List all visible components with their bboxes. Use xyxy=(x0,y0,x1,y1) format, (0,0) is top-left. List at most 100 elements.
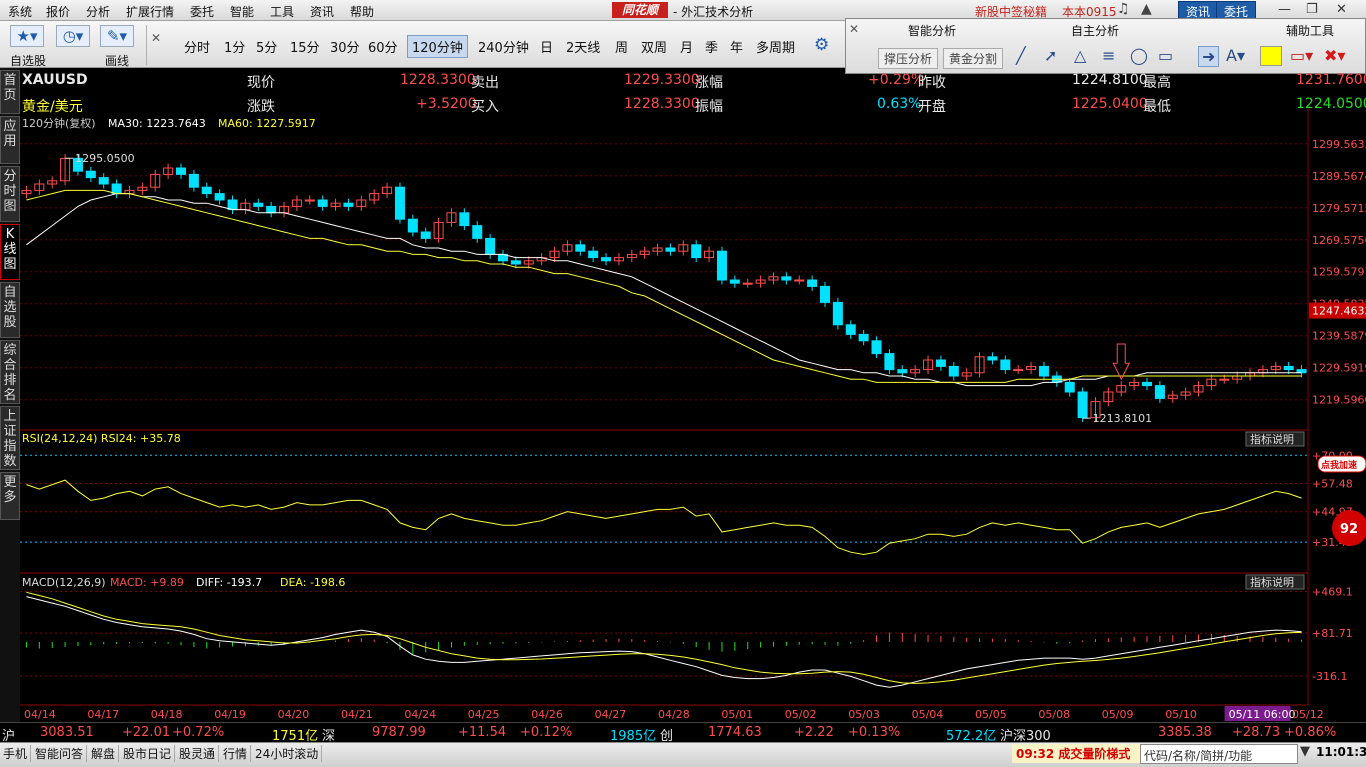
candle-body[interactable] xyxy=(601,257,612,262)
candle-body[interactable] xyxy=(1270,365,1281,371)
skin-icon[interactable]: ▲ xyxy=(1141,1,1152,17)
candle-body[interactable] xyxy=(420,231,431,239)
period-60min[interactable]: 60分 xyxy=(368,41,398,56)
candle-body[interactable] xyxy=(897,369,908,374)
candle-body[interactable] xyxy=(704,250,715,259)
bottom-24h[interactable]: 24小时滚动 xyxy=(252,745,323,762)
clock-icon[interactable]: ◷▾ xyxy=(56,25,90,47)
candle-body[interactable] xyxy=(1090,401,1101,419)
candle-body[interactable] xyxy=(1193,385,1204,393)
line-tool-icon[interactable]: ╱ xyxy=(1016,46,1026,65)
candle-body[interactable] xyxy=(1154,385,1165,399)
trade-button[interactable]: 委托 xyxy=(1216,1,1257,19)
macd-help-label[interactable]: 指标说明 xyxy=(1250,575,1294,589)
candle-body[interactable] xyxy=(47,180,58,185)
candle-body[interactable] xyxy=(665,247,676,252)
candle-body[interactable] xyxy=(1219,378,1230,381)
tab-kline[interactable]: K线图 xyxy=(0,224,20,280)
search-input[interactable]: 代码/名称/简拼/功能 xyxy=(1140,744,1298,764)
golden-section-button[interactable]: 黄金分割 xyxy=(943,48,1004,69)
news-ticker[interactable]: 09:32 成交量阶梯式 xyxy=(1012,744,1140,763)
candle-body[interactable] xyxy=(85,170,96,179)
candle-body[interactable] xyxy=(845,324,856,335)
candle-body[interactable] xyxy=(768,276,779,281)
channel-tool-icon[interactable]: ≡ xyxy=(1102,46,1116,65)
aux-tools-header[interactable]: 辅助工具 xyxy=(1286,24,1335,38)
candle-body[interactable] xyxy=(562,244,573,252)
period-5min[interactable]: 5分 xyxy=(256,41,278,56)
candle-body[interactable] xyxy=(111,183,122,195)
pen-icon[interactable]: ✎▾ xyxy=(100,25,134,47)
candle-body[interactable] xyxy=(304,199,315,202)
candle-body[interactable] xyxy=(291,199,302,207)
period-30min[interactable]: 30分 xyxy=(330,41,360,56)
candle-body[interactable] xyxy=(214,193,225,201)
candle-body[interactable] xyxy=(163,167,174,175)
candle-body[interactable] xyxy=(742,282,753,285)
candle-body[interactable] xyxy=(1206,378,1217,387)
tab-home[interactable]: 首页 xyxy=(0,70,20,114)
self-analysis-header[interactable]: 自主分析 xyxy=(1071,24,1120,38)
candle-body[interactable] xyxy=(330,202,341,207)
candle-body[interactable] xyxy=(382,186,393,195)
macd-help-button[interactable] xyxy=(1245,574,1305,590)
current-price-tag[interactable] xyxy=(1309,302,1366,319)
candle-body[interactable] xyxy=(175,167,187,175)
candle-body[interactable] xyxy=(832,301,843,326)
period-240min[interactable]: 240分钟 xyxy=(478,41,529,56)
candle-body[interactable] xyxy=(523,260,534,265)
candle-body[interactable] xyxy=(588,250,599,259)
period-month[interactable]: 月 xyxy=(680,41,694,56)
candle-body[interactable] xyxy=(1141,381,1153,387)
tab-sh-index[interactable]: 上证指数 xyxy=(0,406,20,470)
candle-body[interactable] xyxy=(34,183,45,191)
candle-body[interactable] xyxy=(639,250,650,255)
menu-smart[interactable]: 智能 xyxy=(230,5,255,19)
kline-chart[interactable]: 1295.0500 1213.8101 1299.5633 1289.5674 127… xyxy=(20,68,1366,722)
menu-system[interactable]: 系统 xyxy=(8,5,33,19)
candle-body[interactable] xyxy=(407,218,418,233)
color-swatch[interactable] xyxy=(1260,46,1282,66)
candle-body[interactable] xyxy=(794,279,805,282)
candle-body[interactable] xyxy=(1000,359,1011,371)
candle-body[interactable] xyxy=(1077,391,1088,419)
bottom-market[interactable]: 行情 xyxy=(220,745,252,762)
period-week[interactable]: 周 xyxy=(615,41,629,56)
menu-trade[interactable]: 委托 xyxy=(190,5,215,19)
candle-body[interactable] xyxy=(317,199,328,207)
candle-body[interactable] xyxy=(691,244,702,259)
gear-icon[interactable]: ⚙ xyxy=(814,35,830,55)
candle-body[interactable] xyxy=(974,356,985,374)
candle-body[interactable] xyxy=(1026,365,1037,371)
candle-body[interactable] xyxy=(781,276,792,281)
close-icon[interactable]: ✕ xyxy=(1336,2,1347,17)
candle-body[interactable] xyxy=(884,353,895,371)
ray-tool-icon[interactable]: △ xyxy=(1074,46,1087,65)
candle-body[interactable] xyxy=(98,177,109,185)
candle-body[interactable] xyxy=(253,202,264,207)
candle-body[interactable] xyxy=(961,372,972,377)
period-biweek[interactable]: 双周 xyxy=(641,41,668,56)
speedup-badge[interactable] xyxy=(1332,510,1366,546)
watchlist-label[interactable]: 自选股 xyxy=(10,54,47,68)
period-day[interactable]: 日 xyxy=(540,41,554,56)
bottom-qa[interactable]: 智能问答 xyxy=(32,745,88,762)
period-quarter[interactable]: 季 xyxy=(705,41,719,56)
candle-body[interactable] xyxy=(459,212,470,227)
candle-body[interactable] xyxy=(356,199,367,207)
bottom-commentary[interactable]: 解盘 xyxy=(88,745,120,762)
period-120min[interactable]: 120分钟 xyxy=(407,35,468,58)
version-link[interactable]: 本本0915 xyxy=(1062,5,1117,19)
candle-body[interactable] xyxy=(575,244,586,252)
candle-body[interactable] xyxy=(227,199,238,211)
candle-body[interactable] xyxy=(21,189,32,195)
rsi-plot[interactable] xyxy=(26,479,1302,556)
candle-body[interactable] xyxy=(72,157,83,172)
candle-body[interactable] xyxy=(266,205,277,214)
candle-body[interactable] xyxy=(549,250,560,259)
bottom-stocklink[interactable]: 股灵通 xyxy=(176,745,220,762)
candle-body[interactable] xyxy=(948,365,959,377)
candle-body[interactable] xyxy=(369,193,380,201)
circle-tool-icon[interactable]: ◯ xyxy=(1130,46,1148,65)
period-2day[interactable]: 2天线 xyxy=(566,41,601,56)
